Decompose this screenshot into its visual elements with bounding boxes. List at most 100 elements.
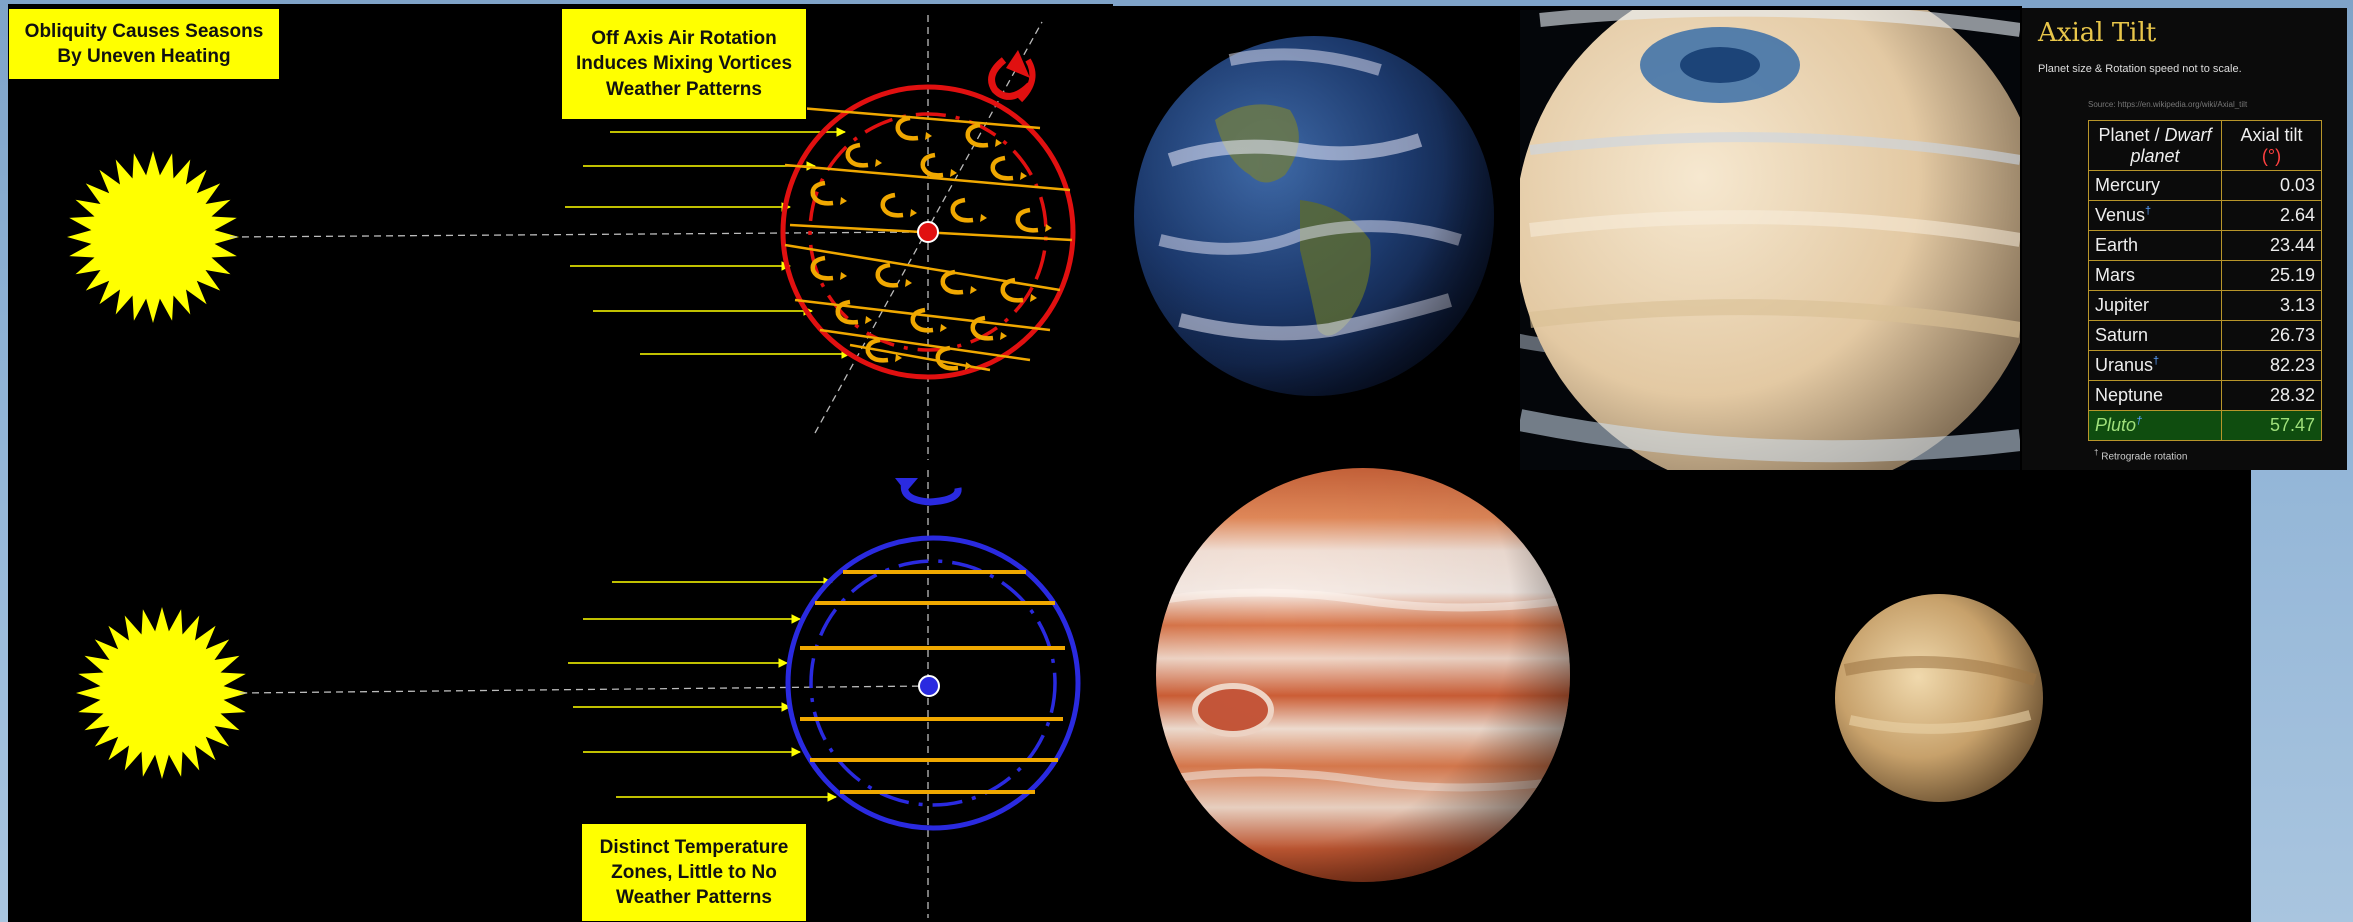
saturn-image [1520, 10, 2020, 470]
vortex-arrow-icon [940, 269, 977, 295]
axial-tilt-subtitle: Planet size & Rotation speed not to scal… [2038, 63, 2242, 75]
upright-planet-outline [785, 535, 1081, 831]
venus-image [1835, 594, 2043, 802]
vortex-arrow-icon [970, 315, 1007, 341]
planet-name-cell: Jupiter [2088, 290, 2222, 322]
tilted-latitude-line [784, 163, 1071, 192]
table-row: Mercury 0.03 [2088, 170, 2322, 202]
axial-tilt-value: 82.23 [2221, 350, 2322, 382]
planet-name-cell: Earth [2088, 230, 2222, 262]
earth-image [1134, 36, 1494, 396]
retrograde-dagger: † [2145, 205, 2152, 218]
temperature-zone-bands [800, 570, 1065, 794]
planet-name: Mars [2095, 265, 2135, 286]
planet-name: Uranus [2095, 355, 2154, 376]
planet-name: Neptune [2095, 385, 2164, 406]
axial-tilt-value: 57.47 [2221, 410, 2322, 442]
red-rotation-arrowhead-icon [1006, 50, 1030, 78]
planet-name-cell: Venus† [2088, 200, 2222, 232]
planet-name: Saturn [2095, 325, 2149, 346]
vortex-arrow-icon [1015, 207, 1052, 233]
vortices-label: Off Axis Air Rotation Induces Mixing Vor… [561, 8, 807, 120]
sun-planet-axis-bottom [239, 685, 929, 694]
planet-name-cell: Saturn [2088, 320, 2222, 352]
planet-name: Pluto [2095, 415, 2137, 436]
vortex-arrow-icon [910, 307, 947, 333]
upright-planet-dashed-ring [809, 559, 1057, 807]
retrograde-dagger: † [2136, 415, 2143, 428]
vortex-arrow-icon [845, 142, 882, 168]
axial-tilt-value: 25.19 [2221, 260, 2322, 292]
dwarf-planet-header-text: Dwarf planet [2130, 125, 2212, 166]
vortex-arrow-icon [990, 155, 1027, 181]
sun-planet-axis-top [229, 231, 929, 238]
sun-icon [76, 607, 248, 779]
vortex-arrow-icon [810, 180, 847, 206]
red-rotation-arc-icon [1017, 58, 1036, 103]
vortex-arrow-icon [810, 255, 847, 281]
tilt-unit-text: (°) [2261, 145, 2282, 166]
tilted-latitude-line [794, 298, 1051, 332]
table-row: Neptune 28.32 [2088, 380, 2322, 412]
tilted-planet-outline [780, 84, 1076, 380]
planet-column-header: Planet / Dwarf planet [2088, 119, 2222, 172]
table-row: Saturn 26.73 [2088, 320, 2322, 352]
tilted-latitude-line [819, 328, 1031, 362]
axial-tilt-value: 2.64 [2221, 200, 2322, 232]
axial-tilt-value: 3.13 [2221, 290, 2322, 322]
footnote-text: Retrograde rotation [2101, 451, 2188, 463]
vortex-arrows [810, 115, 1052, 371]
axial-tilt-table: Planet / Dwarf planet Axial tilt (°) Mer… [2088, 119, 2322, 442]
axial-tilt-value: 0.03 [2221, 170, 2322, 202]
red-rotation-arrow-icon [988, 57, 1033, 100]
table-row: Mars 25.19 [2088, 260, 2322, 292]
planet-name: Jupiter [2095, 295, 2150, 316]
vortex-arrow-icon [865, 337, 902, 363]
blue-rotation-arrow-icon [900, 481, 962, 506]
jupiter-image [1156, 468, 1570, 882]
planet-name-cell: Uranus† [2088, 350, 2222, 382]
vortices-label-text: Off Axis Air Rotation Induces Mixing Vor… [575, 28, 793, 100]
table-header-row: Planet / Dwarf planet Axial tilt (°) [2088, 119, 2322, 172]
table-row: Venus† 2.64 [2088, 200, 2322, 232]
upright-planet-center [918, 675, 940, 697]
planet-header-text: Planet / [2098, 125, 2165, 145]
table-row: Earth 23.44 [2088, 230, 2322, 262]
footnote-dagger: † [2094, 448, 2099, 457]
sun-rays-top [565, 127, 851, 359]
axial-tilt-title: Axial Tilt [2038, 18, 2157, 48]
tilted-planet-center [917, 221, 939, 243]
planet-name-cell: Mars [2088, 260, 2222, 292]
sun-top [67, 151, 239, 323]
axial-tilt-panel: Axial Tilt Planet size & Rotation speed … [2022, 8, 2347, 470]
axial-tilt-value: 28.32 [2221, 380, 2322, 412]
planet-name: Venus [2095, 205, 2146, 226]
sun-rays-bottom [568, 577, 837, 802]
planet-name: Mercury [2095, 175, 2161, 196]
tilted-latitude-line [784, 243, 1061, 292]
planet-name: Earth [2095, 235, 2139, 256]
retrograde-footnote: † Retrograde rotation [2094, 448, 2187, 462]
vortex-arrow-icon [950, 197, 987, 223]
blue-rotation-arrowhead-icon [895, 478, 918, 492]
table-row: Pluto† 57.47 [2088, 410, 2322, 442]
sun-icon [67, 151, 239, 323]
vortex-arrow-icon [880, 192, 917, 218]
retrograde-dagger: † [2153, 355, 2160, 368]
tilt-column-header: Axial tilt (°) [2221, 119, 2322, 172]
zones-label: Distinct Temperature Zones, Little to No… [581, 823, 807, 922]
planet-name-cell: Pluto† [2088, 410, 2222, 442]
vortex-arrow-icon [1000, 277, 1037, 303]
axial-tilt-source: Source: https://en.wikipedia.org/wiki/Ax… [2088, 100, 2248, 109]
vortex-arrow-icon [895, 115, 932, 141]
planet-name-cell: Mercury [2088, 170, 2222, 202]
table-row: Uranus† 82.23 [2088, 350, 2322, 382]
axial-tilt-value: 26.73 [2221, 320, 2322, 352]
vortex-arrow-icon [965, 122, 1002, 148]
seasons-label: Obliquity Causes Seasons By Uneven Heati… [8, 8, 280, 80]
axial-tilt-value: 23.44 [2221, 230, 2322, 262]
tilted-latitude-line [799, 106, 1041, 130]
vortex-arrow-icon [935, 345, 972, 371]
vortex-arrow-icon [920, 152, 957, 178]
